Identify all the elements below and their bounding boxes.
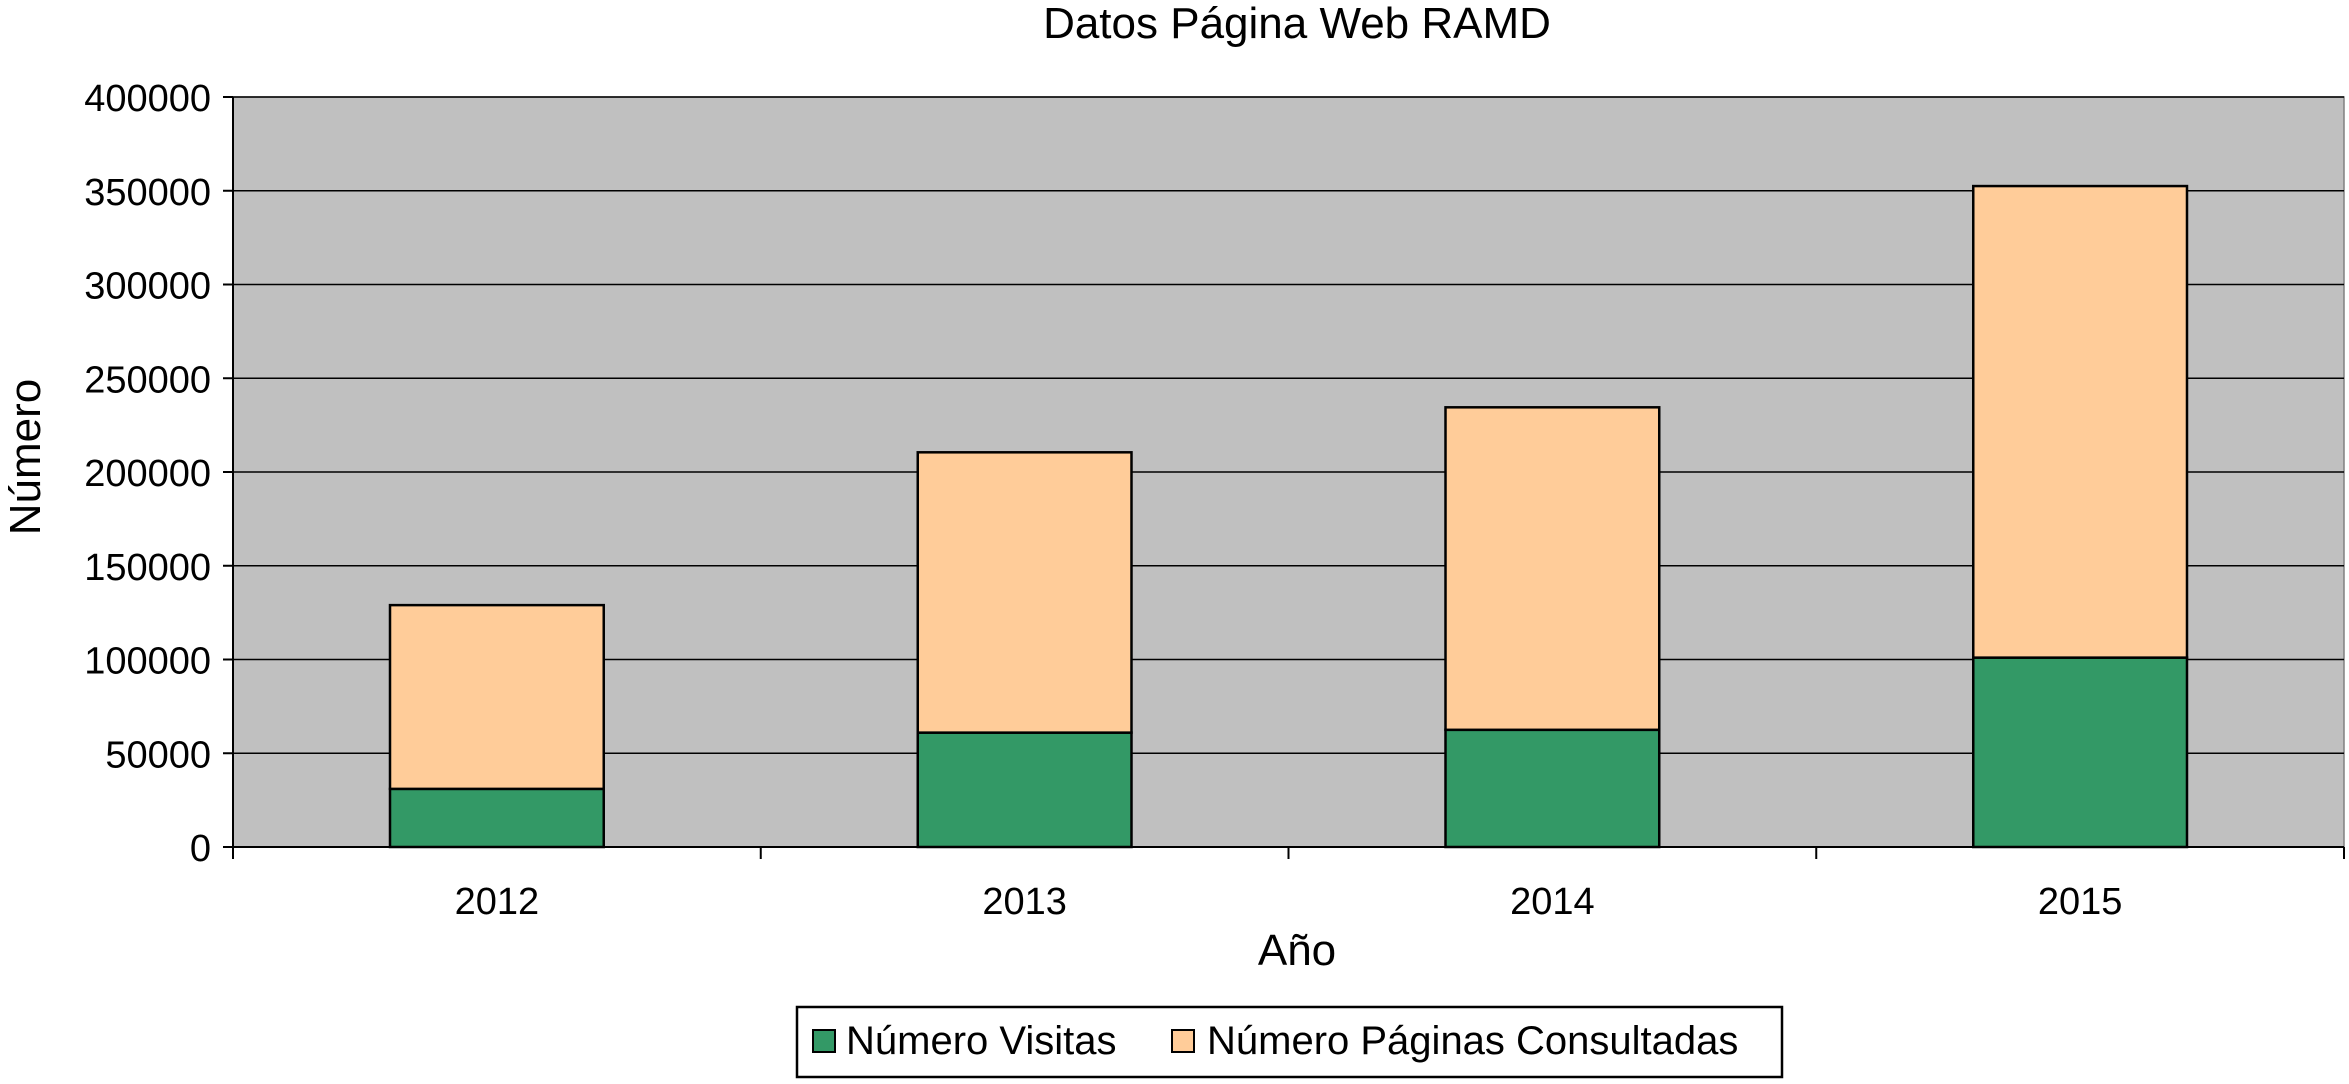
- x-tick-labels: 2012 2013 2014 2015: [455, 881, 2123, 923]
- y-tick-label: 150000: [84, 547, 211, 589]
- bar-numero-paginas-consultadas-2015: [1972, 184, 2189, 659]
- bar-numero-visitas-2012: [388, 787, 605, 849]
- bar-numero-paginas-consultadas-2014: [1444, 406, 1661, 732]
- y-tick-label: 250000: [84, 359, 211, 401]
- y-tick-label: 100000: [84, 641, 211, 683]
- y-tick-label: 200000: [84, 453, 211, 495]
- bars: [388, 184, 2189, 849]
- legend-label-numero-paginas-consultadas: Número Páginas Consultadas: [1207, 1019, 1738, 1063]
- y-tick-label: 350000: [84, 172, 211, 214]
- y-axis-label: Número: [1, 379, 50, 536]
- legend-label-numero-visitas: Número Visitas: [846, 1019, 1116, 1063]
- legend-frame: [795, 1005, 1784, 1079]
- y-tick-label: 0: [190, 828, 211, 870]
- legend: Número Visitas Número Páginas Consultada…: [795, 1005, 1784, 1079]
- legend-swatch-numero-visitas: [812, 1029, 836, 1053]
- x-tick-label: 2014: [1510, 881, 1595, 923]
- x-tick-label: 2013: [982, 881, 1067, 923]
- x-axis-label: Año: [1258, 926, 1336, 975]
- bar-numero-visitas-2015: [1972, 656, 2189, 849]
- x-tick-label: 2015: [2038, 881, 2123, 923]
- y-tick-labels: 0 50000 100000 150000 200000 250000 300000 3500…: [84, 78, 211, 870]
- y-tick-label: 400000: [84, 78, 211, 120]
- axes: [223, 96, 2345, 859]
- bar-numero-paginas-consultadas-2013: [916, 451, 1133, 734]
- bar-numero-visitas-2014: [1444, 728, 1661, 849]
- y-tick-label: 50000: [105, 734, 211, 776]
- y-tick-label: 300000: [84, 266, 211, 308]
- chart-title: Datos Página Web RAMD: [1043, 0, 1551, 48]
- legend-swatch-numero-paginas-consultadas: [1171, 1029, 1195, 1053]
- bar-numero-visitas-2013: [916, 731, 1133, 849]
- x-tick-label: 2012: [455, 881, 540, 923]
- bar-numero-paginas-consultadas-2012: [388, 603, 605, 791]
